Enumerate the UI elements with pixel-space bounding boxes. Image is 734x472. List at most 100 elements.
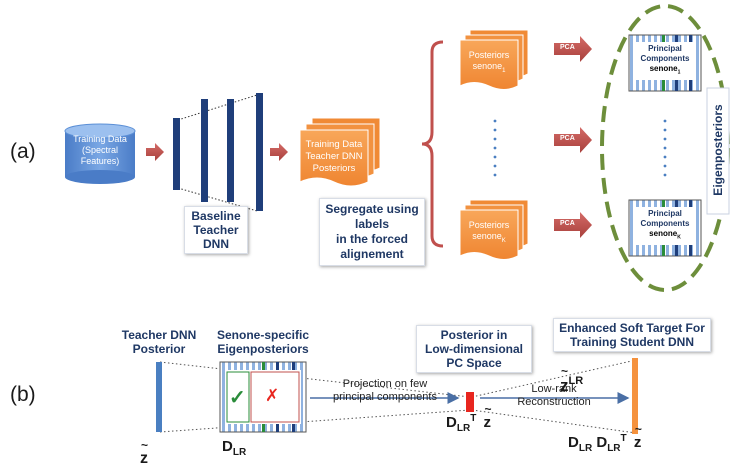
eigenposteriors-box: [706, 87, 730, 215]
enhanced-soft-target-label: Enhanced Soft Target For Training Studen…: [553, 318, 711, 352]
segregation-brace: [421, 40, 444, 248]
posteriors-bottom-index: K: [501, 237, 506, 244]
projection-line-1: Projection on few: [342, 378, 428, 390]
training-data-line-1: Training Data: [73, 134, 127, 144]
pc-bottom-index: K: [677, 234, 681, 241]
training-data-label: Training Data (Spectral Features): [66, 134, 134, 167]
posterior-low-line-2: Low-dimensional: [424, 342, 523, 356]
senone-specific-line-1: Senone-specific: [216, 328, 310, 342]
pc-box-top: [628, 34, 702, 92]
zlr-base: z: [560, 375, 569, 395]
segregate-line-4: alignement: [340, 247, 404, 261]
funnel-lines: [159, 359, 637, 434]
pca-label-middle: PCA: [560, 135, 575, 142]
ddz-base2: D: [596, 434, 608, 451]
d-d-z-label: DLR DLRT ~ z: [568, 422, 642, 454]
posterior-low-line-3: PC Space: [446, 356, 502, 370]
senone-eigen-box: [219, 361, 307, 433]
posteriors-top-sub: senone1: [460, 61, 518, 77]
dltz-sub: LR: [456, 423, 471, 434]
dltz-sup: T: [470, 413, 477, 424]
dltz-base: D: [446, 414, 457, 431]
pc-bottom-line-2: Components: [640, 219, 690, 228]
pca-label-top: PCA: [560, 44, 575, 51]
training-data-cylinder: [64, 123, 136, 184]
ddz-z: z: [633, 434, 642, 451]
posteriors-senone-1-stack: [459, 29, 529, 90]
posteriors-bottom-text: Posteriors: [468, 220, 510, 230]
posteriors-bottom-sub: senoneK: [460, 231, 518, 247]
z-tilde-teacher: ~ z: [140, 438, 149, 467]
posteriors-doc-line-3: Posteriors: [312, 163, 356, 174]
training-data-line-3: Features): [80, 156, 120, 166]
senone-specific-line-2: Eigenposteriors: [217, 342, 309, 356]
teacher-dnn-line-1: Baseline: [191, 209, 241, 223]
teacher-posteriors-doc-label: Training Data Teacher DNN Posteriors: [300, 139, 368, 175]
pc-bottom-label: Principal Components senoneK: [634, 209, 696, 243]
teacher-posterior-bar: [156, 362, 162, 432]
segregate-line-3: in the forced: [335, 232, 408, 246]
pc-top-line-2: Components: [640, 54, 690, 63]
enhanced-line-2: Training Student DNN: [570, 335, 694, 349]
segregate-label: Segregate using labels in the forced ali…: [319, 198, 425, 266]
z-lr-label: ~ z LR: [560, 363, 584, 395]
pca-arrow-bottom: [554, 212, 592, 238]
pc-bottom-line-3: senoneK: [634, 229, 696, 243]
zlr-sup: LR: [568, 375, 584, 387]
segregate-line-2: labels: [354, 217, 390, 231]
ellipsis-dots-pc: [663, 119, 667, 177]
projection-line-2: principal components: [333, 391, 437, 403]
teacher-dnn-line-2: Teacher: [193, 223, 239, 237]
z-tilde-char: z: [140, 450, 148, 467]
pca-label-bottom: PCA: [560, 220, 575, 227]
posteriors-top-prefix: senone: [472, 61, 503, 71]
posteriors-doc-line-2: Teacher DNN: [305, 151, 363, 162]
posterior-low-dim-label: Posterior in Low-dimensional PC Space: [416, 325, 532, 373]
posterior-low-line-1: Posterior in: [440, 328, 508, 342]
posteriors-senone-1-label: Posteriors senone1: [460, 50, 518, 77]
d-lr-label: DLR: [222, 438, 246, 458]
d-lr-t-z-label: DLRT ~ z: [446, 402, 492, 434]
low-dim-posterior-bar: [466, 392, 474, 412]
posteriors-senone-k-stack: [459, 199, 529, 260]
pc-top-label: Principal Components senone1: [634, 44, 696, 78]
check-icon: ✓: [229, 387, 246, 409]
teacher-dnn-layers: [173, 93, 263, 212]
reconstruction-line-2: Reconstruction: [517, 396, 591, 408]
d-lr-sub: LR: [232, 447, 247, 458]
panel-b-label: (b): [10, 383, 36, 406]
pc-top-line-3: senone1: [634, 64, 696, 78]
posteriors-top-text: Posteriors: [468, 50, 510, 60]
projection-label: Projection on few principal components: [310, 378, 460, 404]
eigenposteriors-label: Eigenposteriors: [711, 104, 725, 196]
pc-top-prefix: senone: [649, 64, 678, 73]
posteriors-doc-line-1: Training Data: [305, 139, 363, 150]
pc-bottom-line-1: Principal: [648, 209, 682, 218]
arrow-to-posteriors: [270, 143, 288, 161]
pc-box-bottom: [628, 199, 702, 257]
segregate-line-1: Segregate using: [325, 202, 419, 216]
pc-top-line-1: Principal: [648, 44, 682, 53]
posteriors-bottom-prefix: senone: [472, 231, 502, 241]
teacher-posterior-line-2: Posterior: [132, 342, 186, 356]
enhanced-target-bar: [632, 358, 638, 434]
pc-bottom-prefix: senone: [649, 229, 678, 238]
ddz-base1: D: [568, 434, 579, 451]
teacher-posterior-line-1: Teacher DNN: [121, 328, 197, 342]
training-data-line-2: (Spectral: [81, 145, 118, 155]
pc-top-index: 1: [677, 69, 681, 76]
dltz-z: z: [483, 414, 491, 431]
cross-icon: ✗: [265, 386, 280, 405]
posteriors-top-index: 1: [502, 67, 506, 74]
ellipsis-dots-middle: [493, 119, 497, 177]
baseline-teacher-dnn-label: Baseline Teacher DNN: [184, 206, 248, 254]
posteriors-senone-k-label: Posteriors senoneK: [460, 220, 518, 247]
pca-arrow-top: [554, 36, 592, 62]
arrow-to-teacher: [146, 143, 164, 161]
teacher-dnn-line-3: DNN: [203, 237, 229, 251]
ddz-sup: T: [620, 433, 627, 444]
panel-a-label: (a): [10, 140, 36, 163]
teacher-posteriors-documents: [299, 117, 381, 187]
senone-specific-label: Senone-specific Eigenposteriors: [208, 328, 318, 356]
